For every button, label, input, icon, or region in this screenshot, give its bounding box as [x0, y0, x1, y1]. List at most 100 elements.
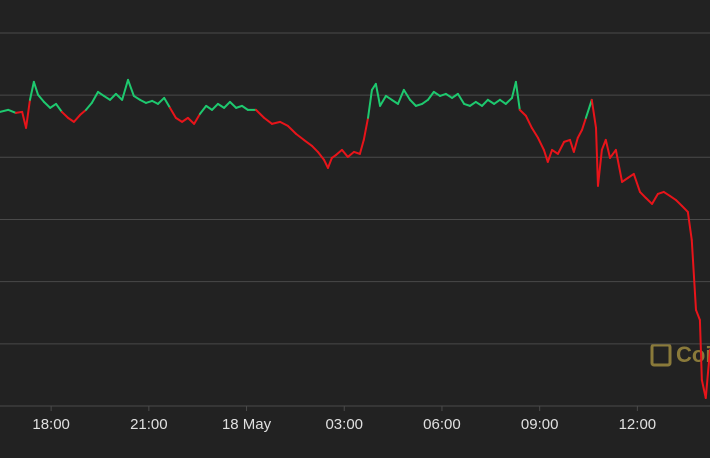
price-segment	[626, 172, 635, 179]
price-segment	[335, 148, 343, 156]
price-segment	[456, 92, 466, 105]
price-segment	[49, 102, 58, 109]
price-segment	[468, 100, 477, 107]
price-segment	[609, 148, 617, 159]
price-segment	[270, 120, 282, 125]
price-segment	[114, 92, 124, 101]
price-segment	[362, 116, 370, 141]
price-segment	[644, 196, 654, 205]
price-segment	[604, 138, 612, 159]
price-segment	[193, 112, 201, 125]
price-segment	[542, 148, 549, 163]
price-segment	[109, 92, 117, 101]
price-segment	[186, 116, 196, 125]
price-segment	[340, 148, 349, 158]
price-segment	[7, 108, 17, 114]
price-segment	[402, 88, 412, 101]
price-segment	[546, 148, 554, 163]
price-segment	[514, 80, 521, 111]
price-segment	[451, 92, 459, 99]
price-segment	[638, 190, 647, 199]
price-segment	[551, 148, 559, 155]
price-segment	[704, 348, 710, 399]
price-segment	[126, 78, 135, 97]
price-segment	[668, 194, 677, 201]
price-segment	[568, 138, 575, 153]
price-segment	[205, 104, 214, 111]
price-segment	[493, 98, 501, 105]
price-segment	[474, 100, 484, 107]
price-segment	[223, 100, 231, 109]
price-segment	[572, 136, 579, 153]
price-segment	[379, 94, 387, 107]
price-segment	[346, 150, 356, 158]
price-segment	[25, 98, 31, 129]
price-segment	[621, 176, 629, 183]
watermark: CoinDesk	[676, 342, 710, 367]
price-segment	[72, 113, 82, 123]
price-segment	[132, 94, 142, 101]
price-segment	[486, 98, 496, 105]
price-segment	[163, 96, 172, 109]
price-segment	[28, 80, 35, 101]
price-segment	[102, 94, 112, 101]
price-segment	[576, 128, 584, 139]
price-segment	[14, 110, 24, 114]
price-segment	[79, 108, 87, 116]
price-segment	[181, 116, 189, 123]
price-segment	[367, 88, 373, 119]
price-segment	[211, 102, 219, 111]
x-tick-label: 12:00	[619, 416, 657, 433]
price-segment	[174, 116, 184, 123]
price-segment	[37, 93, 45, 103]
price-segment	[390, 98, 399, 105]
price-segment	[216, 102, 226, 109]
price-segment	[481, 98, 489, 107]
price-segment	[698, 318, 703, 382]
price-segment	[42, 100, 52, 109]
price-segment	[254, 108, 266, 119]
price-segment	[353, 150, 361, 155]
price-segment	[498, 98, 507, 105]
price-segment	[316, 150, 326, 161]
price-segment	[537, 136, 545, 151]
price-segment	[384, 94, 393, 101]
price-segment	[151, 99, 159, 105]
x-tick-label: 06:00	[423, 416, 461, 433]
x-tick-label: 18 May	[222, 416, 272, 433]
price-segment	[590, 98, 598, 129]
price-segment	[121, 78, 129, 101]
price-segment	[0, 108, 10, 113]
price-segment	[286, 124, 298, 135]
price-segment	[55, 102, 63, 113]
price-segment	[584, 104, 591, 119]
price-segment	[235, 104, 243, 109]
price-segment	[326, 156, 333, 169]
price-segment	[90, 90, 100, 104]
price-segment	[144, 99, 154, 104]
price-segment	[169, 106, 177, 119]
price-segment	[680, 204, 689, 213]
price-segment	[694, 308, 701, 321]
price-segment	[302, 138, 314, 147]
price-segment	[240, 104, 249, 111]
price-segment	[510, 80, 517, 99]
price-segment	[518, 108, 527, 117]
x-tick-label: 03:00	[325, 416, 363, 433]
price-segment	[651, 192, 659, 205]
price-segment	[295, 132, 305, 141]
price-segment	[97, 90, 105, 97]
price-segment	[432, 90, 442, 97]
price-segment	[563, 138, 571, 143]
price-segment	[396, 88, 405, 105]
price-segment	[409, 98, 417, 107]
price-segment	[139, 98, 147, 104]
price-segment	[439, 92, 447, 97]
price-segment	[530, 126, 540, 139]
price-segment	[596, 148, 603, 187]
price-segment	[60, 110, 70, 119]
price-segment	[374, 82, 382, 107]
price-segment	[198, 104, 208, 115]
